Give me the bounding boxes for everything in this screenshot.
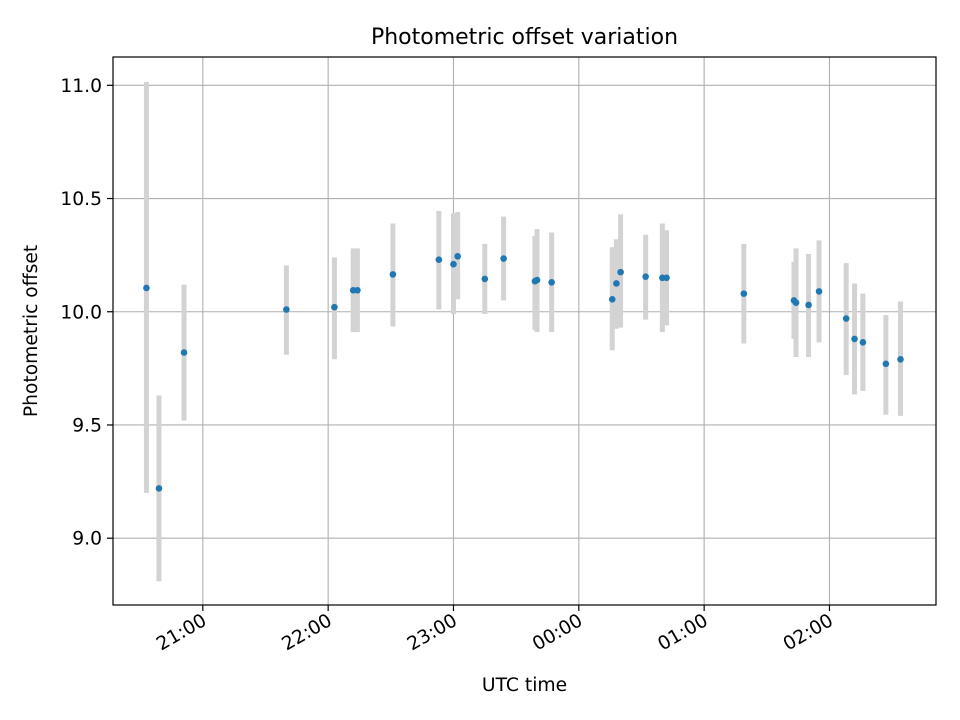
data-point <box>450 260 457 268</box>
data-point <box>613 280 620 287</box>
data-point <box>859 339 867 346</box>
data-point <box>180 349 188 356</box>
data-point <box>454 252 461 260</box>
y-tick-label: 10.5 <box>60 189 102 210</box>
data-point <box>533 276 541 284</box>
data-point <box>642 273 649 280</box>
grid-lines <box>113 57 936 605</box>
data-point <box>851 335 858 343</box>
y-tick-label: 9.5 <box>72 415 102 436</box>
y-tick-label: 11.0 <box>60 76 102 97</box>
y-tick-label: 10.0 <box>60 302 102 323</box>
data-point <box>481 275 489 283</box>
data-point <box>143 284 150 292</box>
data-points <box>143 252 904 492</box>
data-point <box>155 485 163 492</box>
chart-title: Photometric offset variation <box>371 25 678 50</box>
data-point <box>842 315 850 322</box>
data-point <box>792 299 800 306</box>
data-point <box>617 268 624 276</box>
data-point <box>740 290 748 297</box>
data-point <box>663 274 670 282</box>
data-point <box>815 288 823 295</box>
data-point <box>389 271 397 278</box>
x-axis-title: UTC time <box>482 675 567 696</box>
y-tick-label: 9.0 <box>72 529 102 550</box>
data-point <box>805 301 812 309</box>
data-point <box>608 295 616 303</box>
data-point <box>331 303 338 311</box>
data-point <box>435 256 443 263</box>
data-point <box>882 360 890 368</box>
data-point <box>283 306 290 313</box>
data-point <box>354 286 361 294</box>
y-axis-title: Photometric offset <box>21 245 42 417</box>
data-point <box>897 356 904 363</box>
plot-frame <box>112 56 937 606</box>
data-point <box>500 255 507 262</box>
y-axis-ticks: 9.0 9.5 10.0 10.5 11.0 <box>60 76 113 550</box>
data-point <box>548 279 555 286</box>
